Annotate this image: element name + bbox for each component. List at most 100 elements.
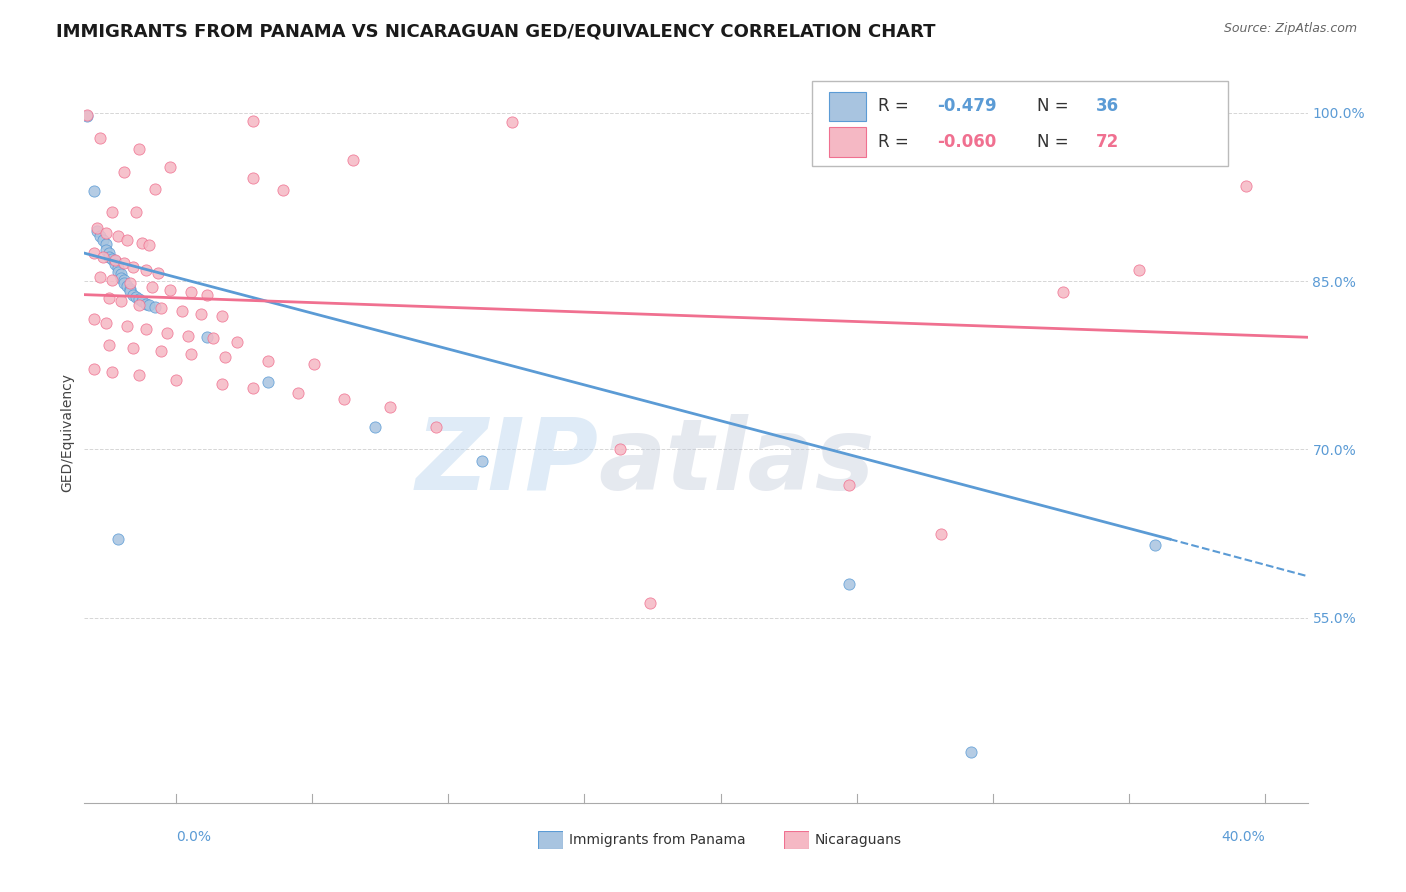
Text: -0.060: -0.060 (936, 133, 997, 152)
Point (149, 343, 172, 358)
Point (1143, 538, 1166, 552)
Point (165, 373, 187, 387)
Point (101, 365, 124, 379)
Text: 36: 36 (1095, 97, 1119, 115)
Point (929, 526, 952, 541)
Point (135, 322, 157, 336)
Point (97, 291, 120, 305)
Point (287, 386, 309, 401)
Point (364, 420, 387, 434)
Point (960, 745, 983, 759)
Point (172, 304, 194, 318)
Text: R =: R = (879, 97, 914, 115)
FancyBboxPatch shape (830, 128, 866, 157)
Text: 40.0%: 40.0% (1222, 830, 1265, 844)
Point (226, 334, 249, 349)
Point (122, 260, 145, 274)
Point (302, 357, 325, 371)
Point (128, 368, 150, 383)
Point (110, 294, 132, 309)
Point (115, 233, 138, 247)
Point (128, 292, 150, 306)
Point (242, 171, 264, 186)
FancyBboxPatch shape (830, 92, 866, 121)
Point (242, 381, 264, 395)
Point (91, 233, 114, 247)
Point (86, 224, 108, 238)
Text: 72: 72 (1095, 133, 1119, 152)
Point (502, 115, 524, 129)
Point (89, 229, 111, 244)
Point (89, 269, 111, 284)
Point (131, 294, 153, 309)
Point (125, 204, 148, 219)
Text: N =: N = (1038, 133, 1074, 152)
Point (380, 400, 402, 414)
Text: Nicaraguans: Nicaraguans (815, 833, 901, 847)
Point (609, 442, 631, 457)
Y-axis label: GED/Equivalency: GED/Equivalency (60, 373, 75, 492)
Text: atlas: atlas (598, 414, 875, 511)
Point (138, 238, 160, 252)
Point (97, 250, 120, 264)
Point (143, 182, 166, 196)
Point (86, 221, 108, 235)
Point (342, 153, 364, 167)
Point (110, 270, 132, 285)
Point (112, 277, 135, 291)
Point (177, 329, 200, 343)
Point (1236, 178, 1258, 193)
Point (94, 316, 117, 330)
Point (838, 577, 860, 591)
Point (120, 277, 142, 291)
Text: N =: N = (1038, 97, 1074, 115)
Point (159, 160, 181, 174)
Point (143, 300, 166, 314)
Point (122, 342, 145, 356)
Point (104, 257, 127, 271)
Point (94, 237, 117, 252)
FancyBboxPatch shape (813, 81, 1227, 166)
Point (159, 283, 181, 297)
Point (110, 268, 132, 282)
Point (112, 273, 135, 287)
Point (195, 330, 218, 344)
Text: ZIP: ZIP (415, 414, 598, 511)
Point (214, 351, 236, 365)
Point (128, 142, 150, 156)
Point (195, 287, 218, 301)
Point (128, 298, 150, 312)
Point (107, 265, 129, 279)
Point (94, 226, 117, 240)
Point (97, 338, 120, 352)
Point (107, 532, 129, 546)
Point (101, 273, 124, 287)
Point (271, 183, 294, 197)
Point (211, 377, 233, 392)
Point (83, 246, 105, 260)
Point (115, 278, 138, 293)
Text: Source: ZipAtlas.com: Source: ZipAtlas.com (1223, 22, 1357, 36)
Point (242, 113, 264, 128)
Point (638, 596, 661, 610)
Point (115, 319, 138, 334)
Point (146, 266, 169, 280)
Point (180, 347, 202, 361)
Point (471, 453, 494, 467)
Text: -0.479: -0.479 (936, 97, 997, 115)
Point (190, 307, 212, 321)
Point (838, 478, 860, 492)
Point (89, 130, 111, 145)
Point (97, 246, 120, 260)
Point (180, 285, 202, 300)
Point (83, 185, 105, 199)
Point (201, 331, 224, 345)
Point (107, 260, 129, 275)
Point (425, 420, 447, 434)
Point (257, 375, 280, 389)
Point (101, 252, 124, 266)
Point (257, 354, 280, 368)
Point (91, 250, 114, 264)
Point (76, 108, 98, 122)
Point (120, 282, 142, 296)
